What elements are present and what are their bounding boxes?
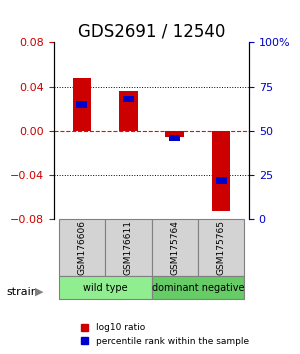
Bar — [169, 135, 180, 141]
FancyBboxPatch shape — [152, 276, 244, 299]
FancyBboxPatch shape — [152, 219, 198, 276]
Bar — [212, 131, 230, 211]
FancyBboxPatch shape — [105, 219, 152, 276]
Text: strain: strain — [6, 287, 38, 297]
Title: GDS2691 / 12540: GDS2691 / 12540 — [78, 23, 225, 41]
Text: GSM175765: GSM175765 — [217, 220, 226, 275]
Bar — [119, 91, 138, 131]
Bar — [73, 78, 91, 131]
Bar — [76, 101, 87, 108]
Legend: log10 ratio, percentile rank within the sample: log10 ratio, percentile rank within the … — [78, 320, 252, 349]
Text: ▶: ▶ — [34, 287, 43, 297]
Text: GSM176611: GSM176611 — [124, 220, 133, 275]
Bar — [216, 177, 227, 184]
Text: GSM176606: GSM176606 — [77, 220, 86, 275]
FancyBboxPatch shape — [58, 219, 105, 276]
FancyBboxPatch shape — [198, 219, 244, 276]
Text: wild type: wild type — [83, 282, 128, 293]
Bar — [165, 131, 184, 137]
Bar — [123, 96, 134, 102]
Text: GSM175764: GSM175764 — [170, 220, 179, 275]
FancyBboxPatch shape — [58, 276, 152, 299]
Text: dominant negative: dominant negative — [152, 282, 244, 293]
